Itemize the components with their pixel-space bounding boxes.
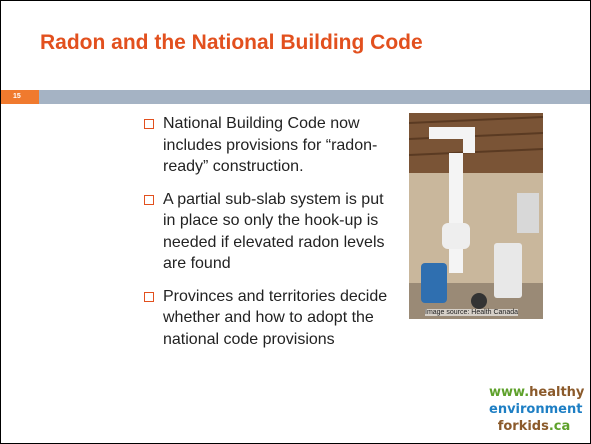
slide-title: Radon and the National Building Code bbox=[40, 31, 423, 55]
slide: Radon and the National Building Code 15 … bbox=[0, 0, 591, 444]
logo-text: www. bbox=[489, 385, 529, 400]
photo bbox=[409, 113, 543, 319]
bullet: National Building Code now includes prov… bbox=[141, 113, 391, 178]
bullet-marker bbox=[144, 195, 154, 205]
header-band bbox=[39, 90, 590, 104]
bullet: Provinces and territories decide whether… bbox=[141, 286, 391, 351]
image-caption: Image source: Health Canada bbox=[425, 309, 518, 316]
bullet: A partial sub-slab system is put in plac… bbox=[141, 189, 391, 275]
logo-text: .ca bbox=[549, 419, 570, 434]
logo-text: environment bbox=[489, 402, 582, 417]
logo-text: forkids bbox=[498, 419, 549, 434]
bullet-list: National Building Code now includes prov… bbox=[141, 113, 391, 361]
bullet-marker bbox=[144, 292, 154, 302]
logo-text: healthy bbox=[529, 385, 584, 400]
slide-number: 15 bbox=[1, 90, 39, 104]
bullet-marker bbox=[144, 119, 154, 129]
